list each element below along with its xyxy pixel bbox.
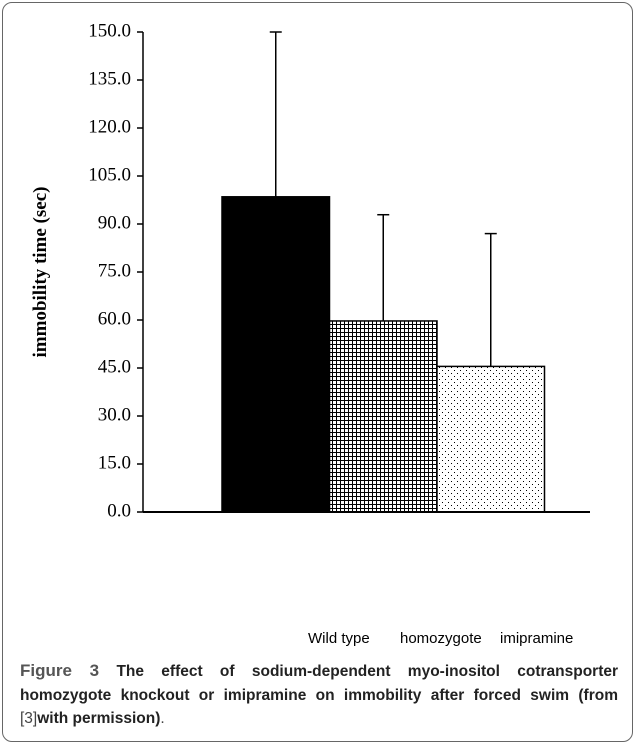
caption-text-after: with permission): [37, 710, 161, 727]
y-tick-label: 60.0: [98, 308, 131, 329]
bar: [436, 365, 546, 513]
reference[interactable]: [3]: [20, 710, 38, 727]
caption: Figure 3 The effect of sodium-dependent …: [20, 659, 618, 731]
caption-text: The effect of sodium-dependent myo-inosi…: [20, 663, 619, 704]
y-tick-label: 45.0: [98, 356, 131, 377]
y-axis-label: immobility time (sec): [30, 187, 51, 358]
y-tick-label: 120.0: [88, 116, 131, 137]
x-tick-label: homozygote: [400, 630, 482, 647]
y-tick-label: 30.0: [98, 404, 131, 425]
y-tick-label: 75.0: [98, 260, 131, 281]
y-tick-label: 105.0: [88, 164, 131, 185]
bar: [221, 196, 331, 513]
bar: [328, 320, 438, 513]
y-tick-label: 0.0: [107, 500, 131, 521]
y-tick-label: 15.0: [98, 452, 131, 473]
figure-label: Figure 3: [20, 661, 100, 680]
y-tick-label: 150.0: [88, 20, 131, 41]
x-tick-label: imipramine: [500, 630, 573, 647]
x-tick-label: Wild type: [308, 630, 370, 647]
chart: immobility time (sec) 0.0 15.0 30.0 45.0 60.…: [30, 20, 590, 647]
caption-end: .: [160, 710, 165, 727]
y-tick-label: 90.0: [98, 212, 131, 233]
y-tick-label: 135.0: [88, 68, 131, 89]
